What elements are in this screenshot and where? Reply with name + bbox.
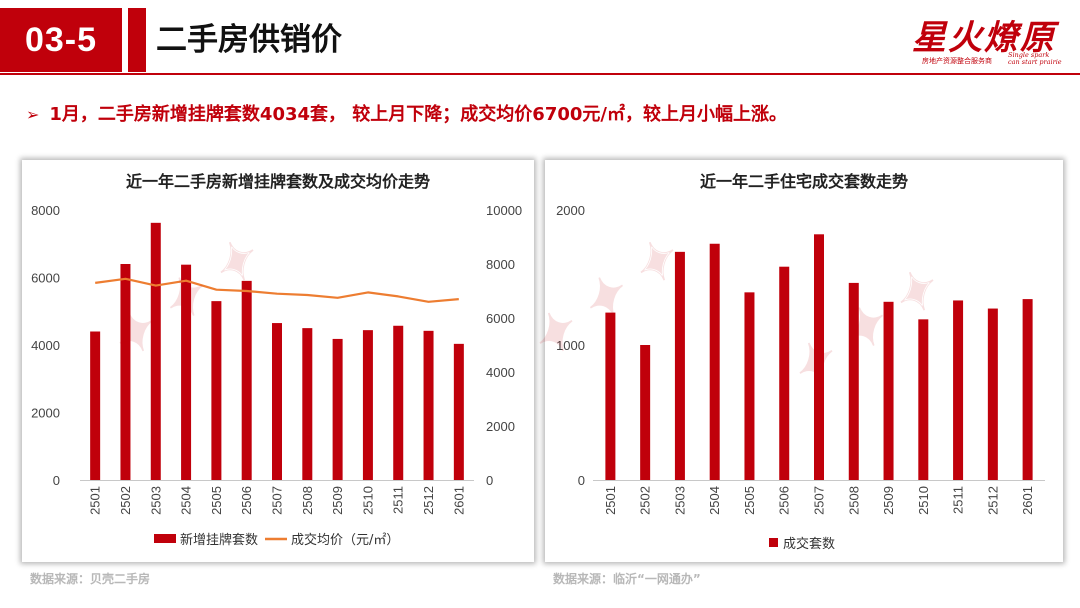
left-axis-tick-label: 4000: [31, 338, 60, 353]
bar-transactions: [674, 251, 685, 480]
legend-swatch-bar: [154, 534, 176, 543]
bar-transactions: [918, 319, 929, 480]
bar-listings: [241, 280, 252, 480]
page-title: 二手房供销价: [156, 22, 342, 58]
x-tick-label: 2509: [881, 486, 896, 515]
arrow-bullet-icon: ➢: [26, 105, 40, 124]
y-axis-tick-label: 0: [578, 473, 585, 488]
legend-swatch-bar: [769, 538, 778, 547]
logo-slogan-line2: can start prairie: [1008, 58, 1062, 66]
summary-bullet: ➢ 1月，二手房新增挂牌套数4034套， 较上月下降；成交均价6700元/㎡，较上…: [26, 100, 787, 126]
y-axis-tick-label: 1000: [556, 338, 585, 353]
x-tick-label: 2506: [239, 486, 254, 515]
bar-listings: [211, 301, 222, 480]
bar-transactions: [779, 266, 790, 480]
legend-label-bar: 成交套数: [783, 536, 835, 552]
bar-listings: [423, 330, 434, 480]
bar-transactions: [814, 234, 824, 480]
chart-title: 近一年二手住宅成交套数走势: [700, 172, 908, 191]
logo-subtitle: 房地产资源整合服务商: [922, 57, 992, 65]
left-axis-tick-label: 6000: [31, 271, 60, 286]
x-tick-label: 2502: [638, 486, 653, 515]
x-tick-label: 2508: [846, 486, 861, 515]
x-tick-label: 2505: [742, 486, 757, 515]
left-axis-tick-label: 8000: [31, 203, 60, 218]
x-tick-label: 2501: [88, 486, 103, 515]
line-avg-price: [95, 277, 459, 303]
bar-listings: [362, 330, 373, 480]
x-tick-label: 2508: [300, 486, 315, 515]
x-tick-label: 2502: [118, 486, 133, 515]
x-tick-label: 2510: [360, 486, 375, 515]
legend-label-bar: 新增挂牌套数: [180, 532, 258, 548]
logo-slogan-line1: Single spark: [1008, 51, 1050, 59]
bar-transactions: [1022, 299, 1033, 480]
x-tick-label: 2511: [951, 486, 966, 514]
right-axis-tick-label: 6000: [486, 311, 515, 326]
logo-slogan: Single spark can start prairie: [1008, 52, 1062, 66]
x-tick-label: 2504: [179, 486, 194, 515]
bar-listings: [150, 222, 161, 480]
right-axis-tick-label: 4000: [486, 365, 515, 380]
chart-title: 近一年二手房新增挂牌套数及成交均价走势: [126, 172, 430, 191]
bar-listings: [453, 343, 464, 480]
x-tick-label: 2501: [603, 486, 618, 515]
bar-listings: [90, 331, 101, 480]
bar-transactions: [883, 301, 894, 480]
x-tick-label: 2509: [330, 486, 345, 515]
left-axis-tick-label: 0: [53, 473, 60, 488]
x-tick-label: 2511: [391, 486, 406, 514]
bar-listings: [120, 264, 131, 480]
listing-price-chart: 近一年二手房新增挂牌套数及成交均价走势 0 2000 4000 6000 8000 0 200…: [31, 172, 522, 548]
bar-transactions: [953, 300, 964, 480]
bar-transactions: [987, 308, 998, 480]
bar-transactions: [605, 312, 616, 480]
brand-logo: 星火燎原 房地产资源整合服务商 Single spark can start p…: [912, 10, 1062, 70]
summary-text: 1月，二手房新增挂牌套数4034套， 较上月下降；成交均价6700元/㎡，较上月…: [49, 104, 787, 125]
x-tick-label: 2507: [812, 486, 827, 515]
x-tick-label: 2512: [985, 486, 1000, 515]
section-accent-bar: [128, 8, 146, 72]
data-source-left: 数据来源：贝壳二手房: [30, 572, 151, 586]
transaction-chart: 近一年二手住宅成交套数走势 0 1000 2000 2501 2502 2503 2504 25…: [556, 172, 1045, 552]
header-divider: [0, 73, 1080, 75]
right-axis-tick-label: 10000: [486, 203, 522, 218]
x-tick-label: 2506: [777, 486, 792, 515]
bar-transactions: [640, 345, 651, 480]
x-tick-label: 2507: [270, 486, 285, 515]
left-axis-tick-label: 2000: [31, 406, 60, 421]
bar-listings: [181, 264, 192, 480]
bar-transactions: [709, 243, 720, 480]
legend-label-line: 成交均价（元/㎡）: [291, 532, 399, 548]
right-axis-tick-label: 0: [486, 473, 493, 488]
x-tick-label: 2512: [421, 486, 436, 515]
bar-listings: [272, 323, 282, 480]
x-tick-label: 2601: [451, 486, 466, 515]
x-tick-label: 2510: [916, 486, 931, 515]
x-tick-label: 2503: [148, 486, 163, 515]
x-tick-label: 2503: [672, 486, 687, 515]
right-axis-tick-label: 2000: [486, 419, 515, 434]
x-tick-label: 2505: [209, 486, 224, 515]
y-axis-tick-label: 2000: [556, 203, 585, 218]
bar-transactions: [848, 282, 859, 480]
transaction-chart-panel: 近一年二手住宅成交套数走势 0 1000 2000 2501 2502 2503 2504 25…: [545, 160, 1063, 562]
data-source-right: 数据来源：临沂“一网通办”: [553, 572, 701, 586]
bar-listings: [393, 325, 404, 480]
right-axis-tick-label: 8000: [486, 257, 515, 272]
x-tick-label: 2601: [1020, 486, 1035, 515]
section-number: 03-5: [0, 8, 122, 72]
bar-listings: [302, 328, 313, 480]
x-tick-label: 2504: [707, 486, 722, 515]
bar-transactions: [744, 292, 755, 480]
bar-listings: [332, 338, 343, 480]
listing-price-chart-panel: 近一年二手房新增挂牌套数及成交均价走势 0 2000 4000 6000 8000 0 200…: [22, 160, 534, 562]
logo-wordmark: 星火燎原: [912, 18, 1056, 58]
